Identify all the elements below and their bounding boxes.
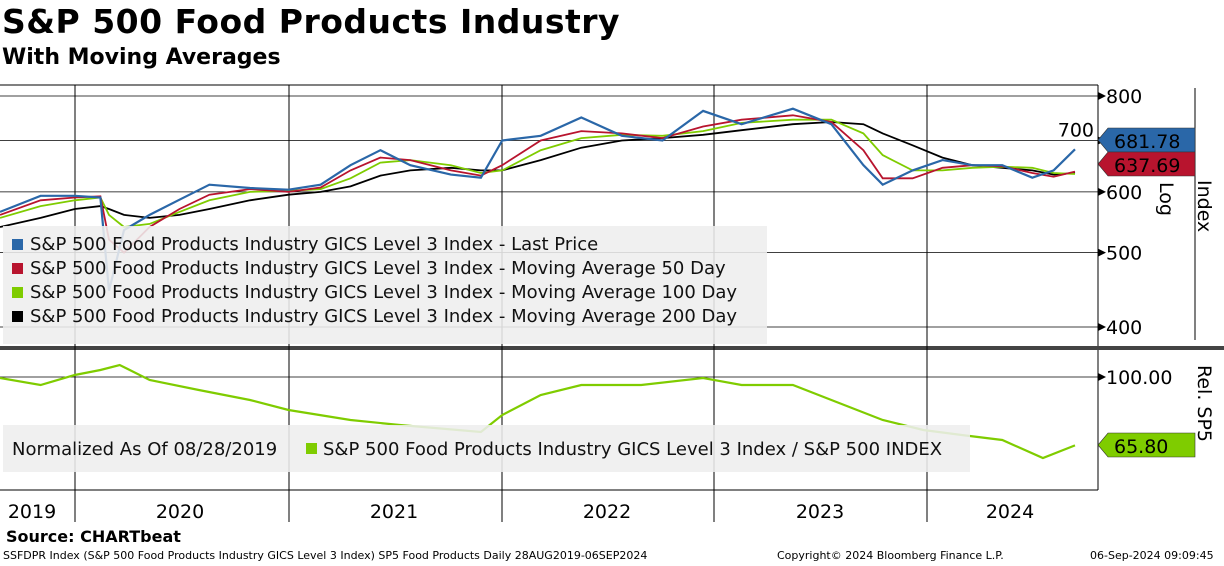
- y-tick-label: 800: [1106, 86, 1142, 108]
- series-line-price: [0, 107, 1076, 291]
- chart-subtitle: With Moving Averages: [2, 45, 281, 70]
- legend-swatch-ma200: [12, 311, 23, 322]
- tick-mark: [1098, 187, 1106, 196]
- legend-entry: S&P 500 Food Products Industry GICS Leve…: [30, 306, 737, 327]
- tick-mark: [1098, 323, 1106, 331]
- last-value-label: 637.69: [1114, 155, 1180, 177]
- legend-entry: S&P 500 Food Products Industry GICS Leve…: [30, 234, 598, 255]
- x-tick-label: 2022: [583, 501, 631, 523]
- footer-copyright: Copyright© 2024 Bloomberg Finance L.P.: [777, 549, 1004, 562]
- y-tick-label: 600: [1106, 182, 1142, 204]
- legend-swatch-price: [12, 239, 23, 250]
- x-tick-label: 2024: [986, 501, 1034, 523]
- y-tick-label: 400: [1106, 317, 1142, 339]
- y-axis-label: Index: [1193, 180, 1215, 232]
- legend-entry: S&P 500 Food Products Industry GICS Leve…: [30, 258, 726, 279]
- normalization-note: Normalized As Of 08/28/2019: [12, 439, 277, 460]
- y-axis-label: Rel. SP5: [1193, 365, 1215, 442]
- last-value-tag: [1097, 151, 1196, 177]
- legend-swatch-relative: [306, 443, 317, 454]
- log-scale-label: Log: [1155, 182, 1177, 216]
- x-tick-label: 2019: [8, 501, 56, 523]
- x-tick-label: 2021: [370, 501, 418, 523]
- legend-box: [3, 226, 767, 344]
- tick-mark: [1098, 248, 1106, 257]
- series-line-ma200: [0, 121, 1076, 228]
- last-value-label: 65.80: [1114, 436, 1168, 458]
- x-tick-label: 2023: [796, 501, 844, 523]
- footer-timestamp: 06-Sep-2024 09:09:45: [1090, 549, 1214, 562]
- legend-box-relative: [3, 425, 970, 472]
- chart-title: S&P 500 Food Products Industry: [2, 2, 621, 41]
- legend-swatch-ma100: [12, 287, 23, 298]
- last-value-tag: [1097, 432, 1196, 458]
- legend-entry: S&P 500 Food Products Industry GICS Leve…: [30, 282, 737, 303]
- panel-divider: [0, 346, 1224, 350]
- last-value-label: 681.78: [1114, 131, 1180, 153]
- legend-entry: S&P 500 Food Products Industry GICS Leve…: [323, 439, 942, 460]
- y-tick-label: 500: [1106, 243, 1142, 265]
- y-tick-label: 100.00: [1106, 367, 1172, 389]
- legend-swatch-ma50: [12, 263, 23, 274]
- x-tick-label: 2020: [156, 501, 204, 523]
- tick-mark: [1098, 92, 1106, 100]
- series-line-ma100: [0, 118, 1076, 228]
- tick-mark: [1098, 373, 1106, 381]
- source-label: Source: CHARTbeat: [6, 527, 181, 546]
- y-tick-label: 700: [1058, 120, 1094, 142]
- footer-description: SSFDPR Index (S&P 500 Food Products Indu…: [3, 549, 648, 562]
